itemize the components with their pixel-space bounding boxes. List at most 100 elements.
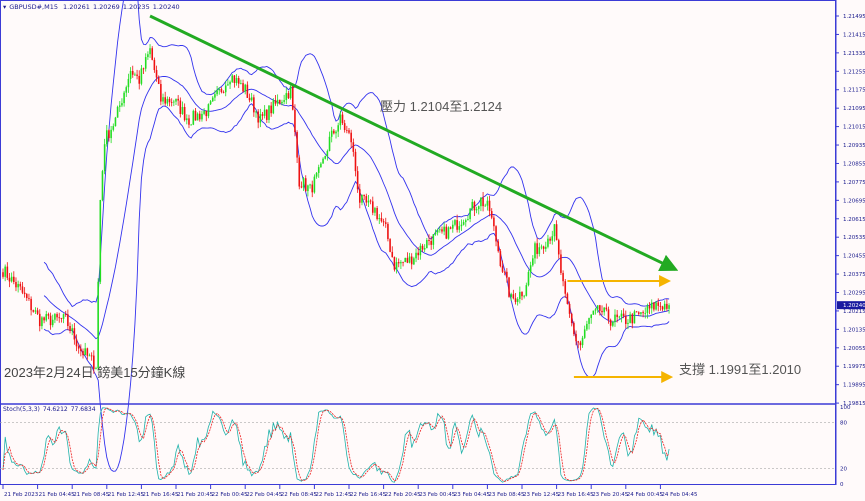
candle-body — [90, 355, 93, 357]
candle — [34, 307, 37, 315]
time-tick-label: 22 Feb 12:45 — [315, 492, 352, 498]
candle — [276, 94, 279, 107]
candle — [430, 236, 432, 250]
candle-body — [499, 251, 502, 267]
support-label: 支撐 1.1991至1.2010 — [679, 362, 802, 377]
candle-body — [88, 355, 91, 357]
candle-body — [458, 226, 461, 230]
candle-body — [445, 226, 448, 239]
candle — [361, 194, 363, 206]
candle-body — [462, 222, 465, 225]
candle — [439, 226, 441, 233]
candle-body — [350, 132, 352, 143]
candle-body — [80, 348, 82, 352]
candle — [380, 212, 383, 223]
candle — [506, 268, 508, 283]
candle-body — [410, 256, 413, 265]
candle — [648, 302, 651, 315]
candle — [149, 44, 151, 58]
candle-body — [73, 328, 76, 340]
time-tick-label: 23 Feb 20:45 — [592, 492, 629, 498]
candle — [103, 138, 106, 175]
candle-body — [62, 314, 65, 319]
candle-body — [538, 247, 541, 254]
candle-body — [635, 311, 638, 313]
candle — [60, 317, 63, 323]
candle — [499, 249, 502, 268]
candle-body — [242, 83, 244, 92]
candle-body — [475, 209, 478, 211]
candle-body — [471, 201, 474, 209]
candle — [432, 234, 435, 250]
candle — [259, 108, 262, 128]
candle-body — [413, 258, 415, 265]
resistance-trendline — [149, 14, 679, 272]
candle-body — [64, 314, 67, 316]
candle — [419, 243, 422, 260]
candle-body — [41, 317, 43, 327]
candle — [387, 222, 389, 242]
candle-body — [296, 132, 298, 158]
candle — [503, 270, 506, 276]
candle-body — [17, 283, 19, 288]
candle — [659, 302, 662, 311]
candle-body — [276, 99, 279, 104]
time-tick-label: 22 Feb 04:45 — [246, 492, 283, 498]
candle — [346, 125, 348, 134]
candle-body — [257, 111, 259, 123]
candle — [612, 320, 614, 328]
candle-body — [570, 313, 573, 324]
candle — [88, 353, 91, 357]
candle-body — [300, 186, 303, 188]
candle — [557, 238, 560, 259]
candle-body — [467, 219, 469, 221]
candle — [73, 323, 76, 345]
candle-body — [618, 316, 621, 318]
candle-body — [354, 151, 357, 172]
candle-body — [328, 136, 331, 151]
candle — [203, 108, 205, 116]
candle-body — [302, 178, 305, 188]
candle-body — [326, 150, 329, 157]
candle-body — [488, 200, 491, 212]
candle — [668, 303, 670, 314]
candle-body — [397, 262, 400, 264]
candle-body — [547, 238, 549, 247]
candle — [138, 70, 141, 90]
candle-body — [460, 224, 463, 227]
candle — [15, 277, 17, 292]
candle — [175, 98, 177, 106]
candle-body — [309, 184, 311, 186]
candle — [263, 105, 266, 119]
candle — [108, 129, 110, 142]
candle-body — [447, 227, 450, 239]
candle — [400, 260, 402, 270]
candle — [218, 87, 221, 95]
candle — [246, 81, 249, 98]
candle-body — [129, 70, 132, 79]
candle — [566, 292, 569, 305]
candle — [464, 218, 467, 227]
candle — [605, 303, 608, 312]
candle-body — [186, 118, 188, 121]
candle-body — [259, 114, 262, 123]
candle — [443, 222, 445, 236]
candle-body — [287, 93, 290, 99]
candle-body — [627, 322, 629, 324]
candle-body — [175, 98, 177, 102]
candle — [371, 196, 374, 216]
candle — [341, 111, 344, 126]
candle — [106, 124, 108, 147]
candle-body — [36, 310, 39, 314]
candle-body — [436, 230, 439, 233]
candle-body — [84, 348, 86, 356]
candle-body — [423, 248, 426, 250]
menu-triangle-icon[interactable]: ▾ — [3, 3, 7, 11]
time-tick-label: 23 Feb 12:45 — [523, 492, 560, 498]
candle — [417, 247, 419, 260]
candle — [406, 252, 409, 264]
candle — [596, 305, 599, 313]
price-tick-label: 1.21095 — [843, 106, 865, 112]
candle-body — [512, 294, 515, 299]
candle-body — [261, 114, 264, 116]
